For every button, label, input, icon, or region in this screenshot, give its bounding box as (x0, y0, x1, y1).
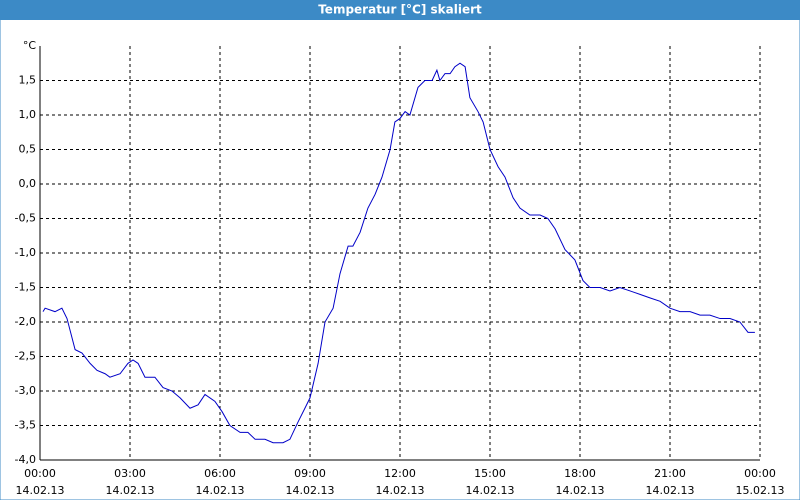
chart-title: Temperatur [°C] skaliert (318, 3, 482, 17)
y-tick-label: -2,0 (15, 315, 36, 328)
y-tick-label: 0,5 (19, 143, 37, 156)
y-tick-label: 0,0 (19, 177, 37, 190)
x-tick-date: 14.02.13 (106, 484, 155, 497)
x-tick-date: 14.02.13 (556, 484, 605, 497)
y-tick-label: -2,5 (15, 350, 36, 363)
y-unit: °C (23, 39, 37, 52)
y-tick-label: -1,0 (15, 246, 36, 259)
x-tick-label: 00:00 (744, 467, 776, 480)
x-tick-date: 15.02.13 (736, 484, 785, 497)
y-tick-label: 1,5 (19, 74, 37, 87)
y-tick-label: -3,0 (15, 384, 36, 397)
x-tick-label: 00:00 (24, 467, 56, 480)
x-tick-label: 18:00 (564, 467, 596, 480)
x-tick-label: 21:00 (654, 467, 686, 480)
y-tick-label: -3,5 (15, 419, 36, 432)
y-tick-label: 1,0 (19, 108, 37, 121)
x-tick-date: 14.02.13 (286, 484, 335, 497)
y-tick-label: -0,5 (15, 212, 36, 225)
temperature-line (42, 62, 755, 444)
y-tick-label: -4,0 (15, 453, 36, 466)
x-tick-label: 15:00 (474, 467, 506, 480)
x-tick-date: 14.02.13 (646, 484, 695, 497)
x-tick-label: 03:00 (114, 467, 146, 480)
title-bar (0, 0, 800, 20)
x-tick-date: 14.02.13 (196, 484, 245, 497)
x-tick-label: 09:00 (294, 467, 326, 480)
x-tick-label: 12:00 (384, 467, 416, 480)
x-tick-date: 14.02.13 (376, 484, 425, 497)
x-tick-date: 14.02.13 (466, 484, 515, 497)
x-tick-label: 06:00 (204, 467, 236, 480)
x-tick-date: 14.02.13 (16, 484, 65, 497)
y-tick-label: -1,5 (15, 281, 36, 294)
